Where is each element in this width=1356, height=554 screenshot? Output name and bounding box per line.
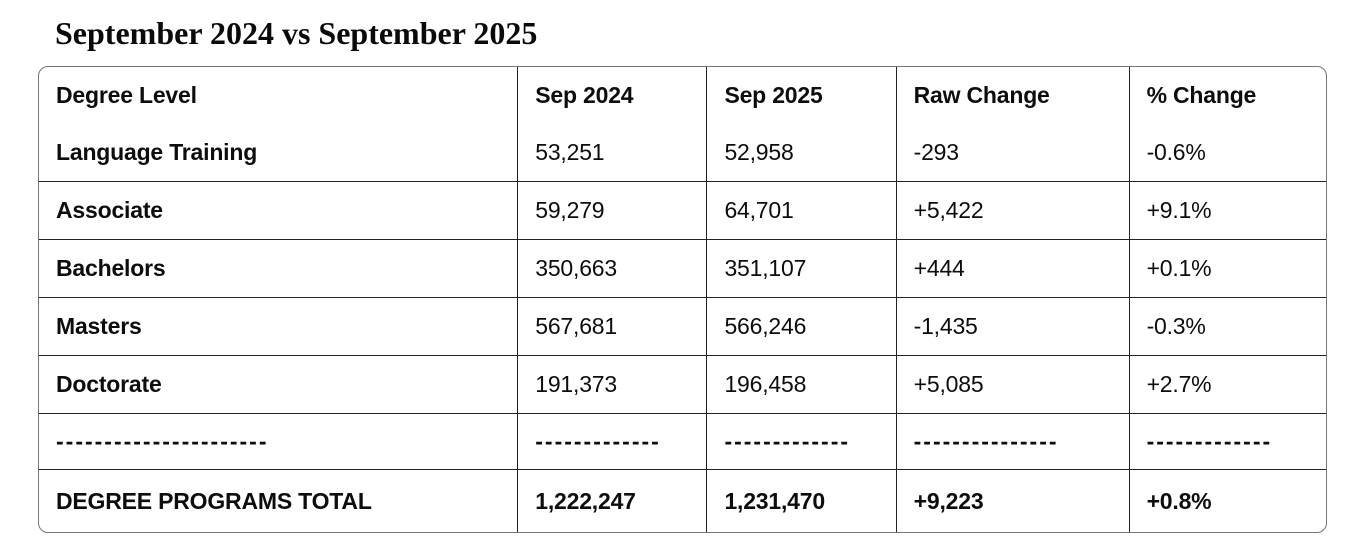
separator-cell: ------------- — [517, 413, 708, 471]
cell-degree-level: Language Training — [39, 124, 519, 183]
separator-cell: ------------- — [1128, 413, 1326, 471]
degree-comparison-table: Degree Level Sep 2024 Sep 2025 Raw Chang… — [39, 67, 1326, 533]
table-row-associate: Associate 59,279 64,701 +5,422 +9.1% — [39, 181, 1326, 241]
cell-total-label: DEGREE PROGRAMS TOTAL — [39, 469, 519, 533]
cell-raw-change: -1,435 — [895, 297, 1130, 357]
separator-cell: --------------- — [895, 413, 1130, 471]
column-header-degree-level: Degree Level — [39, 67, 519, 125]
cell-sep-2024: 59,279 — [517, 181, 708, 241]
header-row: Degree Level Sep 2024 Sep 2025 Raw Chang… — [39, 67, 1326, 125]
cell-sep-2025: 52,958 — [706, 124, 897, 183]
cell-total-raw-change: +9,223 — [895, 469, 1130, 533]
column-header-sep-2025: Sep 2025 — [706, 67, 897, 125]
cell-sep-2025: 196,458 — [706, 355, 897, 415]
cell-degree-level: Associate — [39, 181, 519, 241]
cell-pct-change: +9.1% — [1128, 181, 1326, 241]
column-header-pct-change: % Change — [1128, 67, 1326, 125]
column-header-raw-change: Raw Change — [895, 67, 1130, 125]
table-row-language-training: Language Training 53,251 52,958 -293 -0.… — [39, 124, 1326, 183]
cell-sep-2024: 567,681 — [517, 297, 708, 357]
cell-degree-level: Doctorate — [39, 355, 519, 415]
cell-pct-change: -0.6% — [1128, 124, 1326, 183]
cell-sep-2025: 64,701 — [706, 181, 897, 241]
page-title: September 2024 vs September 2025 — [55, 15, 538, 51]
separator-cell: ---------------------- — [39, 413, 519, 471]
cell-raw-change: +5,085 — [895, 355, 1130, 415]
cell-raw-change: +444 — [895, 239, 1130, 299]
cell-degree-level: Masters — [39, 297, 519, 357]
table-row-masters: Masters 567,681 566,246 -1,435 -0.3% — [39, 297, 1326, 357]
total-row: DEGREE PROGRAMS TOTAL 1,222,247 1,231,47… — [39, 469, 1326, 533]
cell-sep-2024: 53,251 — [517, 124, 708, 183]
cell-total-sep-2024: 1,222,247 — [517, 469, 708, 533]
cell-sep-2024: 191,373 — [517, 355, 708, 415]
cell-sep-2024: 350,663 — [517, 239, 708, 299]
cell-raw-change: -293 — [895, 124, 1130, 183]
cell-raw-change: +5,422 — [895, 181, 1130, 241]
cell-pct-change: +2.7% — [1128, 355, 1326, 415]
separator-row: ---------------------- ------------- ---… — [39, 413, 1326, 471]
comparison-table: Degree Level Sep 2024 Sep 2025 Raw Chang… — [38, 66, 1327, 534]
cell-total-sep-2025: 1,231,470 — [706, 469, 897, 533]
cell-degree-level: Bachelors — [39, 239, 519, 299]
cell-pct-change: -0.3% — [1128, 297, 1326, 357]
column-header-sep-2024: Sep 2024 — [517, 67, 708, 125]
cell-pct-change: +0.1% — [1128, 239, 1326, 299]
table-row-doctorate: Doctorate 191,373 196,458 +5,085 +2.7% — [39, 355, 1326, 415]
separator-cell: ------------- — [706, 413, 897, 471]
table-row-bachelors: Bachelors 350,663 351,107 +444 +0.1% — [39, 239, 1326, 299]
cell-sep-2025: 566,246 — [706, 297, 897, 357]
cell-total-pct-change: +0.8% — [1128, 469, 1326, 533]
cell-sep-2025: 351,107 — [706, 239, 897, 299]
